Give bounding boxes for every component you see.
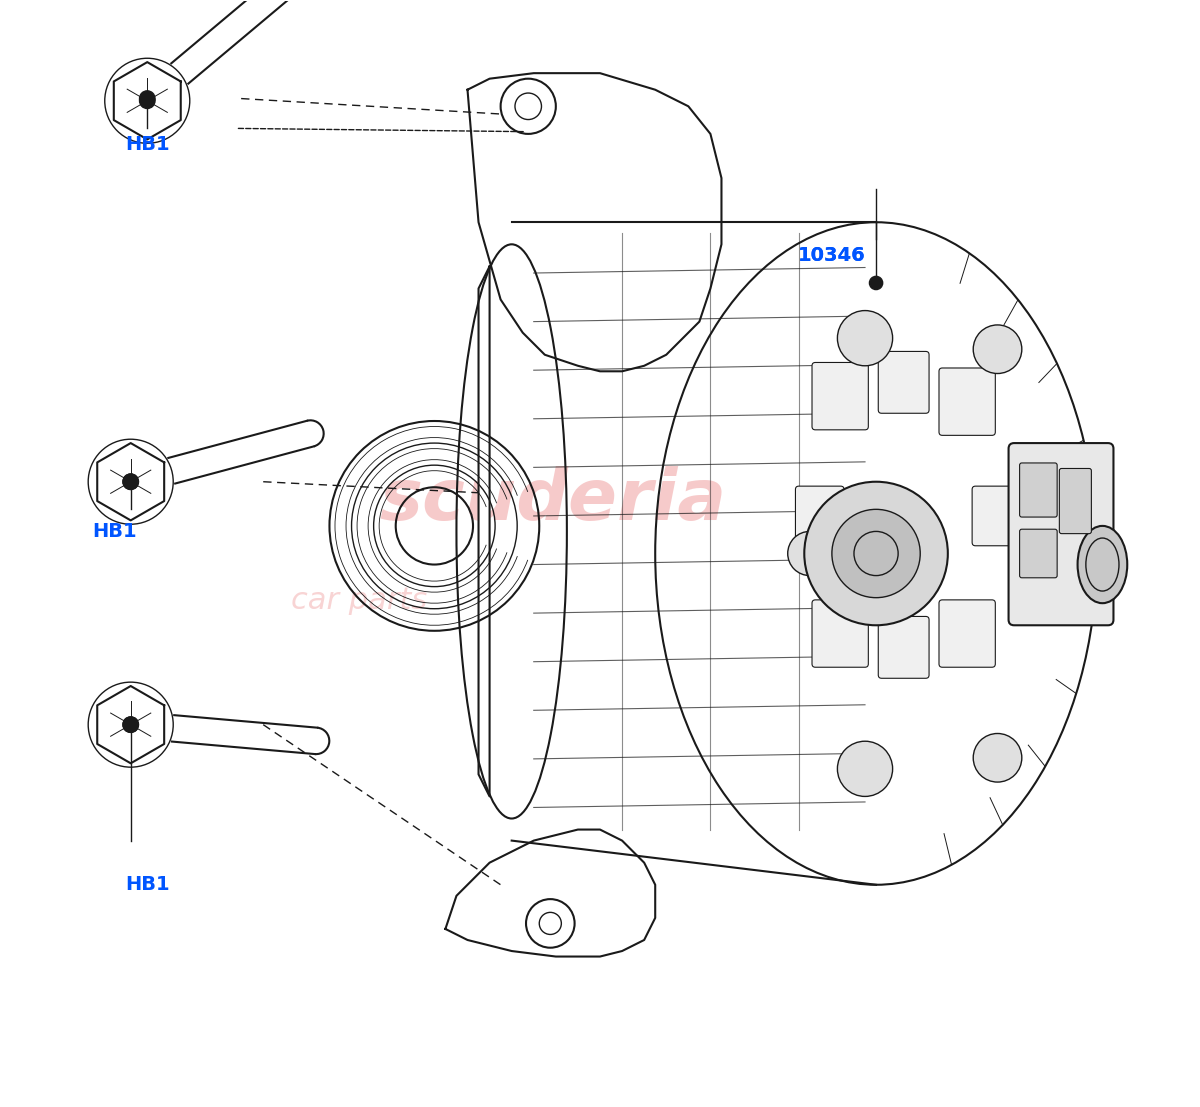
FancyBboxPatch shape xyxy=(812,600,869,668)
FancyBboxPatch shape xyxy=(812,362,869,430)
Text: HB1: HB1 xyxy=(125,135,169,155)
Circle shape xyxy=(787,531,832,576)
FancyBboxPatch shape xyxy=(1008,443,1114,625)
Text: 10346: 10346 xyxy=(798,246,865,265)
Circle shape xyxy=(122,474,138,489)
Ellipse shape xyxy=(1078,526,1127,603)
FancyBboxPatch shape xyxy=(1020,529,1057,578)
Circle shape xyxy=(139,93,155,108)
FancyBboxPatch shape xyxy=(1060,468,1091,534)
Polygon shape xyxy=(479,267,490,796)
Circle shape xyxy=(973,325,1022,373)
FancyBboxPatch shape xyxy=(1020,463,1057,517)
FancyBboxPatch shape xyxy=(796,486,844,546)
Circle shape xyxy=(973,734,1022,782)
Circle shape xyxy=(122,717,138,733)
Circle shape xyxy=(870,277,883,290)
FancyBboxPatch shape xyxy=(878,351,929,413)
Text: scuderia: scuderia xyxy=(379,466,726,536)
Circle shape xyxy=(122,474,138,489)
Circle shape xyxy=(838,311,893,365)
FancyBboxPatch shape xyxy=(938,600,995,668)
Text: 10346: 10346 xyxy=(798,246,865,265)
FancyBboxPatch shape xyxy=(878,617,929,679)
Circle shape xyxy=(838,742,893,796)
Text: car parts: car parts xyxy=(290,586,427,614)
Circle shape xyxy=(832,509,920,598)
Circle shape xyxy=(139,91,155,106)
Text: HB1: HB1 xyxy=(125,876,169,894)
Circle shape xyxy=(122,717,138,733)
FancyBboxPatch shape xyxy=(938,368,995,435)
Circle shape xyxy=(804,482,948,625)
FancyBboxPatch shape xyxy=(972,486,1021,546)
Text: HB1: HB1 xyxy=(92,521,137,541)
